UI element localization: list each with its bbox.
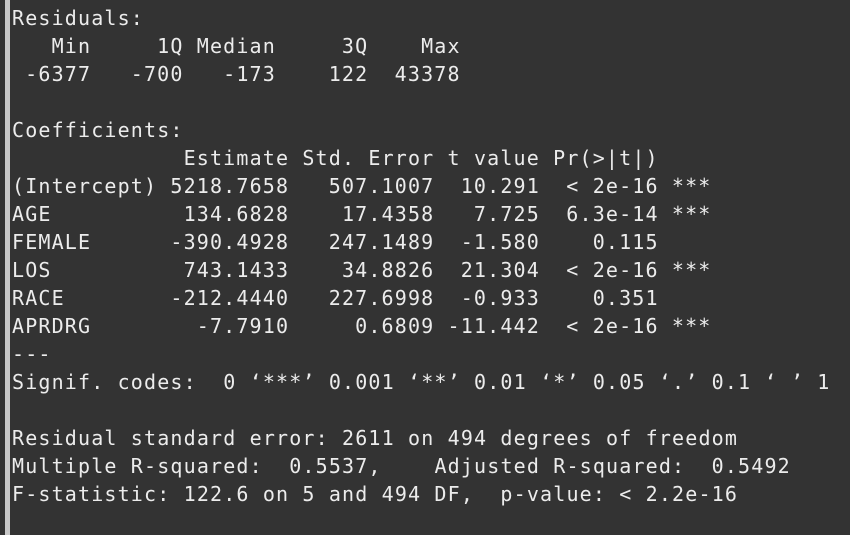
- coefficients-rows: (Intercept) 5218.7658 507.1007 10.291 < 2e-1…: [12, 172, 850, 340]
- residual-header: Median: [196, 34, 276, 58]
- column-header: Std. Error: [302, 146, 435, 170]
- cell-value: -1.580: [460, 230, 540, 254]
- blank-line: [12, 88, 850, 116]
- cell-value: 17.4358: [341, 202, 435, 226]
- coefficients-header: Estimate Std. Error t value Pr(>|t|): [12, 144, 850, 172]
- row-name: AGE: [12, 202, 52, 226]
- column-header: Estimate: [183, 146, 290, 170]
- row-name: LOS: [12, 258, 52, 282]
- summary-line: Multiple R-squared: 0.5537, Adjusted R-s…: [12, 452, 850, 480]
- cell-value: -390.4928: [170, 230, 290, 254]
- console: Residuals: Min 1Q Median 3Q Max -6377 -700 -17…: [5, 0, 850, 535]
- residual-header: Min: [51, 34, 92, 58]
- cell-value: -7.7910: [196, 314, 290, 338]
- residual-value: 43378: [394, 62, 461, 86]
- cell-value: ***: [671, 258, 712, 282]
- cell-value: 21.304: [460, 258, 540, 282]
- residual-value: -173: [223, 62, 276, 86]
- cell-value: 5218.7658: [170, 174, 290, 198]
- cell-value: -11.442: [447, 314, 540, 338]
- coefficient-row: RACE -212.4440 227.6998 -0.933 0.351: [12, 284, 850, 312]
- cell-value: 34.8826: [341, 258, 435, 282]
- residual-header: 3Q: [341, 34, 369, 58]
- cell-value: < 2e-16: [566, 258, 659, 282]
- cell-value: 227.6998: [328, 286, 435, 310]
- cell-value: ***: [671, 174, 712, 198]
- summary-line: F-statistic: 122.6 on 5 and 494 DF, p-va…: [12, 482, 739, 506]
- coefficient-row: AGE 134.6828 17.4358 7.725 6.3e-14 ***: [12, 200, 850, 228]
- separator: ---: [12, 342, 52, 366]
- coefficient-row: LOS 743.1433 34.8826 21.304 < 2e-16 ***: [12, 256, 850, 284]
- cell-value: -212.4440: [170, 286, 290, 310]
- cell-value: 10.291: [460, 174, 540, 198]
- column-header: Pr(>|t|): [553, 146, 659, 170]
- window-edge: [5, 0, 10, 535]
- residuals-title: Residuals:: [12, 6, 145, 30]
- cell-value: 0.351: [592, 286, 659, 310]
- cell-value: < 2e-16: [566, 174, 659, 198]
- cell-value: 7.725: [473, 202, 540, 226]
- cell-value: ***: [671, 202, 712, 226]
- cell-value: -0.933: [460, 286, 540, 310]
- signif-codes: Signif. codes: 0 ‘***’ 0.001 ‘**’ 0.01 ‘…: [12, 370, 831, 394]
- residual-value: 122: [328, 62, 369, 86]
- residual-header: Max: [421, 34, 461, 58]
- coefficient-row: FEMALE -390.4928 247.1489 -1.580 0.115: [12, 228, 850, 256]
- summary-text: Multiple R-squared: 0.5537, Adjusted R-s…: [12, 454, 791, 478]
- residual-value: -6377: [25, 62, 92, 86]
- residuals-values: -6377 -700 -173 122 43378: [12, 60, 850, 88]
- residuals-header: Min 1Q Median 3Q Max: [12, 32, 850, 60]
- cell-value: 0.6809: [355, 314, 435, 338]
- cell-value: 6.3e-14: [566, 202, 659, 226]
- cell-value: 743.1433: [183, 258, 290, 282]
- cell-value: ***: [671, 314, 712, 338]
- residual-header: 1Q: [157, 34, 184, 58]
- cell-value: < 2e-16: [566, 314, 659, 338]
- coefficient-row: APRDRG -7.7910 0.6809 -11.442 < 2e-16 ***: [12, 312, 850, 340]
- column-header: t value: [447, 146, 540, 170]
- row-name: (Intercept): [12, 174, 158, 198]
- summary-line: Residual standard error: 2611 on 494 deg…: [12, 426, 739, 450]
- blank-line: [12, 396, 850, 424]
- row-name: RACE: [12, 286, 65, 310]
- residual-value: -700: [130, 62, 184, 86]
- cell-value: 507.1007: [328, 174, 435, 198]
- cell-value: 247.1489: [328, 230, 435, 254]
- row-name: APRDRG: [12, 314, 92, 338]
- cell-value: 134.6828: [183, 202, 290, 226]
- row-name: FEMALE: [12, 230, 92, 254]
- coefficient-row: (Intercept) 5218.7658 507.1007 10.291 < 2e-1…: [12, 172, 850, 200]
- cell-value: 0.115: [592, 230, 659, 254]
- coefficients-title: Coefficients:: [12, 118, 184, 142]
